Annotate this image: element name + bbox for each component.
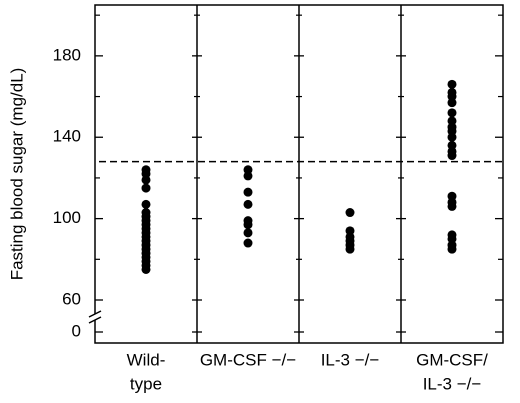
data-dot — [243, 228, 253, 238]
data-dot — [447, 201, 457, 211]
y-tick-label: 180 — [53, 45, 81, 64]
data-dot — [345, 244, 355, 254]
data-dot — [447, 244, 457, 254]
axis-break-gap — [92, 314, 98, 320]
y-tick-label: 140 — [53, 127, 81, 146]
axis-break-slash — [88, 316, 102, 324]
x-tick-label: GM-CSF −/− — [200, 350, 296, 369]
x-tick-label: type — [130, 374, 162, 393]
y-tick-label: 60 — [62, 289, 81, 308]
data-dot — [447, 132, 457, 142]
y-tick-label: 0 — [72, 321, 81, 340]
data-dot — [243, 171, 253, 181]
data-dot — [243, 187, 253, 197]
y-axis-label: Fasting blood sugar (mg/dL) — [7, 68, 26, 281]
data-dot — [141, 264, 151, 274]
data-dot — [447, 108, 457, 118]
y-tick-label: 100 — [53, 208, 81, 227]
data-dot — [243, 238, 253, 248]
data-dot — [243, 199, 253, 209]
data-dot — [141, 183, 151, 193]
x-tick-label: Wild- — [127, 350, 166, 369]
data-dot — [447, 98, 457, 108]
data-dot — [243, 220, 253, 230]
x-tick-label: IL-3 −/− — [423, 374, 482, 393]
x-tick-label: GM-CSF/ — [416, 350, 488, 369]
data-dot — [447, 151, 457, 161]
x-tick-label: IL-3 −/− — [321, 350, 380, 369]
data-dot — [141, 175, 151, 185]
data-dot — [141, 199, 151, 209]
data-dot — [447, 79, 457, 89]
axis-break-slash — [88, 310, 102, 318]
data-dot — [345, 208, 355, 218]
